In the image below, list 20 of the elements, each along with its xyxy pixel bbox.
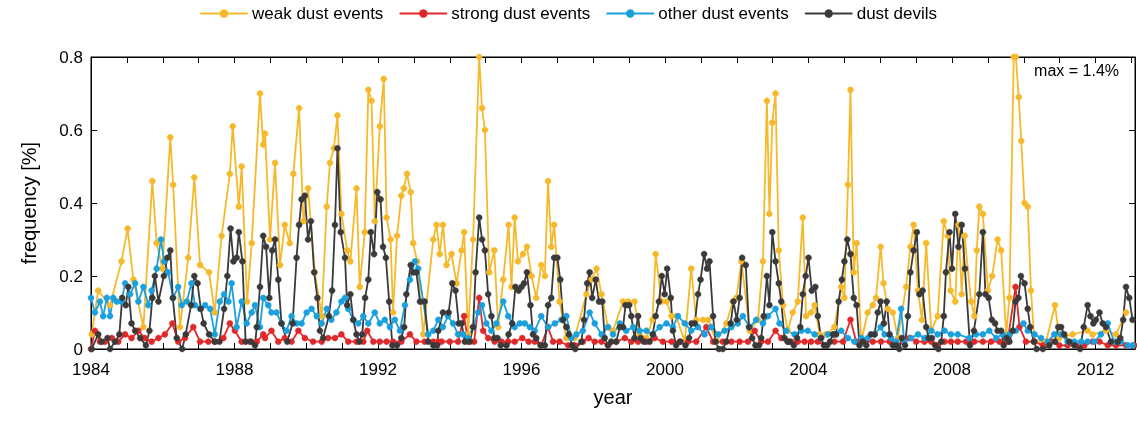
x-axis-title: year [593,386,633,408]
y-tick-label: 0.2 [59,266,83,286]
legend-label: dust devils [856,4,938,23]
x-tick-label: 1992 [359,360,397,379]
legend-label: strong dust events [451,4,591,23]
x-tick-label: 2008 [933,360,971,379]
y-tick-label: 0 [73,339,83,359]
x-tick-label: 1996 [502,360,541,379]
y-tick-label: 0.4 [59,193,83,213]
x-tick-label: 1988 [215,360,254,379]
x-tick-label: 2004 [789,360,828,379]
x-tick-label: 2012 [1076,360,1115,379]
y-axis-title: frequency [%] [18,141,40,265]
x-tick-label: 1984 [72,360,110,379]
legend-label: other dust events [658,4,789,23]
x-tick-label: 2000 [646,360,684,379]
y-tick-label: 0.8 [59,47,83,67]
annotation: max = 1.4% [1034,61,1120,79]
legend-label: weak dust events [251,4,384,23]
y-tick-label: 0.6 [59,120,83,140]
